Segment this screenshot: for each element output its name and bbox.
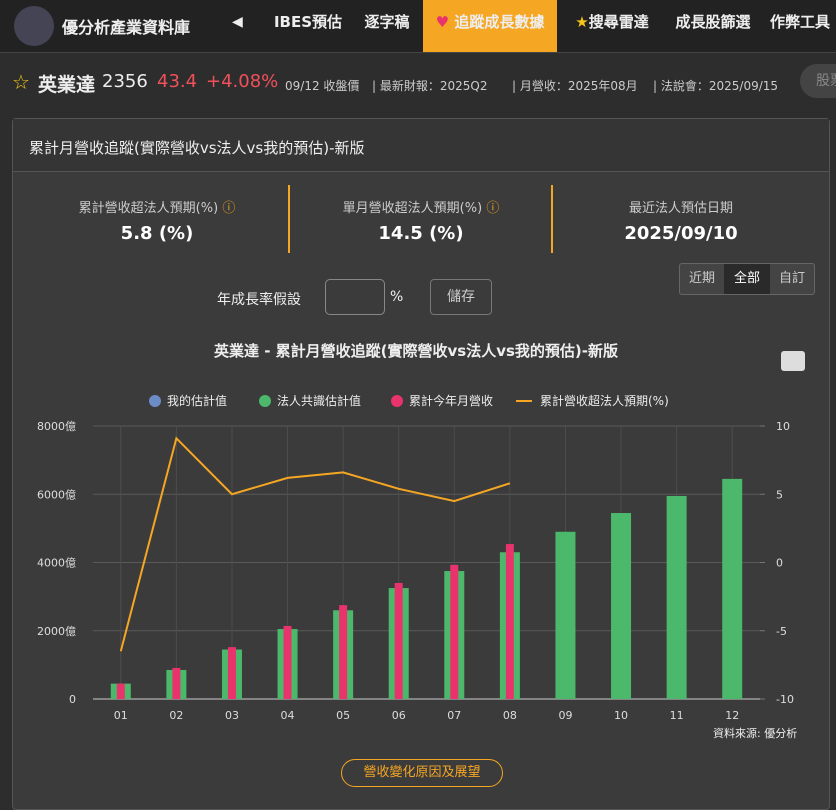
nav-tab-active[interactable]: ♥ 追蹤成長數據 — [423, 0, 557, 52]
legend-label: 累計營收超法人預期(%) — [540, 393, 669, 408]
range-button-active[interactable]: 全部 — [724, 264, 770, 294]
x-tick-label: 06 — [392, 709, 406, 722]
line-series — [119, 436, 511, 652]
legend-label: 法人共識估計值 — [277, 393, 361, 408]
y-tick-label: 8000億 — [37, 420, 76, 433]
legend-marker — [391, 395, 403, 407]
bar — [172, 667, 181, 699]
stock-price: 43.4 — [157, 71, 198, 92]
bar — [555, 531, 576, 699]
stock-name: 英業達 — [38, 74, 96, 96]
info-item: | 最新財報：2025Q2 — [372, 79, 488, 93]
stat-value: 5.8 (%) — [120, 223, 194, 244]
nav-bar: 優分析產業資料庫 ◀ IBES預估 逐字稿 ♥ 追蹤成長數據 ★搜尋雷達 成長股… — [0, 0, 836, 53]
bar — [722, 478, 743, 699]
nav-tab[interactable]: IBES預估 — [273, 13, 343, 31]
menu-icon[interactable] — [781, 351, 805, 371]
growth-label: 年成長率假設 — [217, 292, 301, 308]
logo-icon[interactable] — [14, 6, 54, 46]
y2-tick-label: 5 — [776, 488, 783, 501]
info-text: 最新財報：2025Q2 — [379, 79, 488, 93]
range-button[interactable]: 自訂 — [778, 271, 805, 286]
price-date: 09/12 收盤價 — [285, 79, 360, 93]
card: 累計月營收追蹤(實際營收vs法人vs我的預估)-新版 累計營收超法人預期(%) … — [12, 118, 830, 810]
stat-label: 最近法人預估日期 — [628, 201, 733, 216]
bar — [116, 683, 125, 699]
legend-marker — [259, 395, 271, 407]
y2-tick-label: -10 — [776, 693, 794, 706]
info-text: 月營收：2025年08月 — [519, 79, 638, 93]
range-button[interactable]: 近期 — [688, 271, 715, 286]
nav-tab-label: 追蹤成長數據 — [454, 13, 545, 31]
legend-label: 累計今年月營收 — [409, 393, 493, 408]
x-tick-label: 08 — [503, 709, 517, 722]
x-tick-label: 12 — [725, 709, 739, 722]
x-tick-label: 09 — [558, 709, 572, 722]
favorite-star[interactable]: ☆ — [12, 70, 30, 94]
growth-unit: % — [390, 289, 404, 305]
stat-label-text: 單月營收超法人預期(%) — [342, 201, 483, 216]
nav-arrow[interactable]: ◀ — [232, 14, 243, 30]
bar — [611, 513, 632, 699]
y-tick-label: 4000億 — [37, 557, 76, 570]
save-button[interactable]: 儲存 — [430, 279, 492, 315]
stat-value: 14.5 (%) — [378, 223, 464, 244]
bar — [450, 564, 459, 699]
logo-text[interactable]: 優分析產業資料庫 — [62, 18, 191, 37]
source-note: 資料來源: 優分析 — [713, 727, 798, 740]
x-tick-label: 10 — [614, 709, 628, 722]
range-group: 近期 全部 自訂 — [679, 263, 815, 295]
stock-code: 2356 — [102, 71, 148, 92]
bar — [227, 647, 236, 699]
bar — [394, 582, 403, 699]
stat-label: 累計營收超法人預期(%) ⓘ — [78, 201, 236, 216]
chart-title: 英業達 - 累計月營收追蹤(實際營收vs法人vs我的預估)-新版 — [214, 342, 618, 360]
x-tick-label: 11 — [670, 709, 684, 722]
search-box[interactable]: 股票 — [800, 64, 836, 98]
y-tick-label: 6000億 — [37, 488, 76, 501]
legend-marker — [149, 395, 161, 407]
x-tick-label: 05 — [336, 709, 350, 722]
bar — [339, 605, 348, 699]
info-item: | 月營收：2025年08月 — [512, 79, 638, 93]
bar — [505, 544, 514, 699]
x-tick-label: 03 — [225, 709, 239, 722]
x-tick-label: 07 — [447, 709, 461, 722]
bar — [666, 495, 687, 699]
nav-tab[interactable]: 成長股篩選 — [675, 13, 751, 31]
y2-tick-label: 0 — [776, 557, 783, 570]
card-title: 累計月營收追蹤(實際營收vs法人vs我的預估)-新版 — [29, 139, 365, 157]
info-text: 法說會：2025/09/15 — [660, 79, 779, 93]
nav-tab-label: 搜尋雷達 — [588, 13, 649, 31]
y-tick-label: 0 — [69, 693, 76, 706]
y2-tick-label: 10 — [776, 420, 790, 433]
growth-input[interactable] — [325, 279, 385, 315]
info-item: | 法說會：2025/09/15 — [653, 79, 779, 93]
x-tick-label: 04 — [281, 709, 295, 722]
nav-tab[interactable]: 逐字稿 — [364, 13, 410, 31]
x-tick-label: 02 — [169, 709, 183, 722]
nav-tab[interactable]: ★搜尋雷達 — [575, 13, 649, 31]
stat-label: 單月營收超法人預期(%) ⓘ — [342, 201, 500, 216]
stock-change: +4.08% — [206, 71, 279, 92]
stat-value: 2025/09/10 — [624, 223, 738, 244]
nav-tab[interactable]: 作弊工具 — [770, 13, 831, 31]
bar — [283, 625, 292, 699]
stat-label-text: 累計營收超法人預期(%) — [78, 201, 219, 216]
outlook-button[interactable]: 營收變化原因及展望 — [341, 759, 503, 787]
x-tick-label: 01 — [114, 709, 128, 722]
y2-tick-label: -5 — [776, 625, 787, 638]
y-tick-label: 2000億 — [37, 625, 76, 638]
legend-label: 我的估計值 — [167, 393, 227, 408]
